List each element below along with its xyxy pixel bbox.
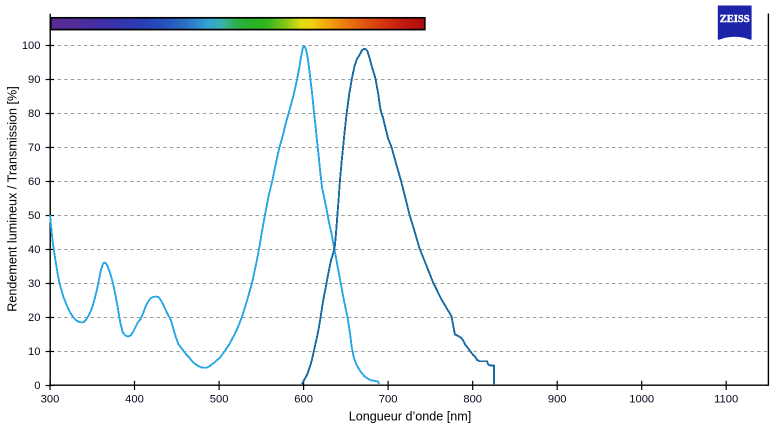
svg-text:1000: 1000 [629, 394, 654, 406]
svg-text:1100: 1100 [714, 394, 738, 406]
svg-text:600: 600 [294, 394, 313, 406]
svg-text:900: 900 [548, 394, 567, 406]
svg-text:10: 10 [28, 346, 40, 358]
svg-text:100: 100 [22, 40, 41, 52]
svg-text:0: 0 [34, 380, 40, 392]
svg-text:30: 30 [28, 278, 40, 290]
svg-text:50: 50 [28, 210, 40, 222]
svg-text:300: 300 [41, 394, 60, 406]
svg-text:Longueur d’onde [nm]: Longueur d’onde [nm] [349, 410, 472, 424]
svg-text:700: 700 [379, 394, 398, 406]
svg-text:Rendement lumineux / Transmiss: Rendement lumineux / Transmission [%] [6, 86, 20, 311]
svg-text:70: 70 [28, 142, 40, 154]
svg-text:40: 40 [28, 244, 40, 256]
svg-text:90: 90 [28, 74, 40, 86]
svg-text:500: 500 [210, 394, 229, 406]
svg-text:20: 20 [28, 312, 40, 324]
svg-text:800: 800 [463, 394, 482, 406]
svg-text:ZEISS: ZEISS [720, 13, 750, 25]
svg-text:60: 60 [28, 176, 40, 188]
svg-text:400: 400 [125, 394, 144, 406]
svg-text:80: 80 [28, 108, 40, 120]
